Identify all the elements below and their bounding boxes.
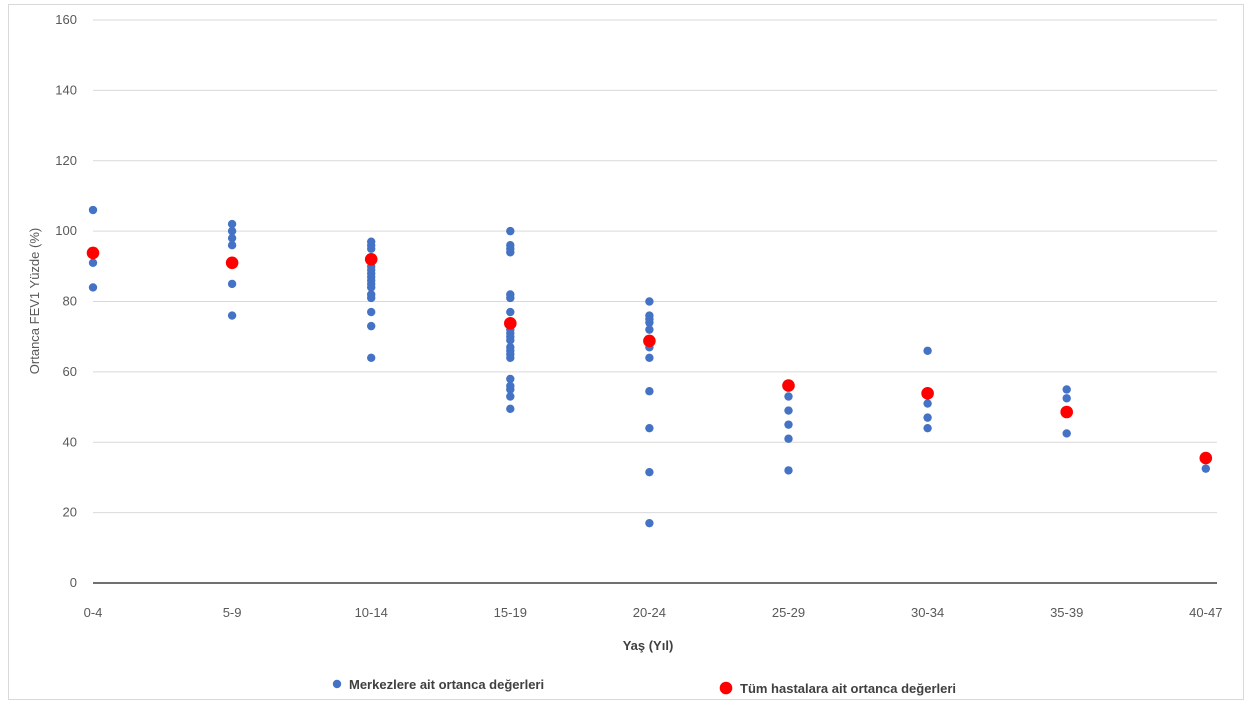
data-point-tum	[643, 334, 656, 348]
x-tick-labels: 0-4 5-9 10-14 15-19 20-24 25-29 30-34 35-39 40-4…	[84, 605, 1223, 620]
data-point-merkez	[784, 420, 793, 429]
y-tick-label: 100	[55, 223, 77, 238]
data-point-merkez	[1201, 464, 1211, 473]
data-point-merkez	[645, 353, 654, 362]
x-tick-label: 0-4	[84, 605, 103, 620]
data-point-merkez	[1062, 385, 1071, 394]
data-point-merkez	[645, 318, 654, 327]
legend-label-merkez: Merkezlere ait ortanca değerleri	[349, 677, 544, 692]
y-tick-label: 0	[70, 575, 77, 590]
y-tick-label: 20	[63, 505, 77, 520]
data-point-merkez	[227, 233, 237, 243]
data-point-merkez	[923, 413, 932, 422]
x-tick-label: 30-34	[911, 605, 944, 620]
data-point-merkez	[645, 387, 654, 396]
x-tick-label: 40-47	[1189, 605, 1222, 620]
data-point-tum	[364, 252, 378, 266]
data-point-merkez	[88, 205, 98, 215]
legend-label-tum: Tüm hastalara ait ortanca değerleri	[740, 681, 956, 696]
data-point-merkez	[784, 392, 793, 401]
y-tick-label: 120	[55, 153, 77, 168]
data-point-tum	[782, 379, 795, 392]
data-point-merkez	[227, 279, 237, 289]
data-point-merkez	[227, 241, 237, 250]
legend-marker-merkez	[332, 679, 342, 689]
data-point-merkez	[784, 466, 793, 475]
data-point-merkez	[88, 258, 98, 267]
x-tick-label: 15-19	[494, 605, 527, 620]
data-point-merkez	[506, 353, 515, 362]
data-point-merkez	[367, 321, 376, 331]
data-point-merkez	[506, 404, 515, 414]
data-point-tum	[504, 317, 517, 330]
y-tick-label: 160	[55, 12, 77, 27]
y-tick-label: 40	[63, 434, 77, 449]
y-tick-labels: 0 20 40 60 80 100 120 140 160	[55, 12, 77, 590]
x-tick-label: 35-39	[1050, 605, 1083, 620]
data-point-merkez	[645, 325, 654, 334]
data-point-merkez	[645, 467, 654, 477]
legend-marker-tum	[719, 681, 733, 695]
gridlines	[93, 19, 1217, 514]
data-point-merkez	[645, 518, 654, 528]
data-point-merkez	[227, 219, 237, 229]
data-point-tum	[86, 246, 100, 260]
data-point-tum	[225, 256, 239, 270]
x-tick-label: 5-9	[223, 605, 242, 620]
data-point-merkez	[645, 297, 654, 306]
data-point-merkez	[506, 336, 515, 345]
data-point-merkez	[645, 423, 654, 433]
legend: Merkezlere ait ortanca değerleri Tüm has…	[332, 677, 956, 696]
data-point-merkez	[923, 346, 932, 355]
chart-frame	[8, 4, 1244, 700]
data-point-merkez	[227, 311, 237, 320]
data-point-merkez	[367, 244, 376, 253]
x-tick-label: 25-29	[772, 605, 805, 620]
data-point-merkez	[506, 374, 515, 384]
data-point-merkez	[367, 293, 376, 303]
data-point-merkez	[227, 226, 237, 236]
series-tum-points	[86, 246, 1213, 465]
y-tick-label: 60	[63, 364, 77, 379]
data-point-merkez	[923, 399, 932, 408]
data-point-merkez	[88, 283, 98, 292]
data-point-tum	[921, 387, 934, 400]
data-point-tum	[1060, 405, 1073, 419]
data-point-merkez	[506, 226, 515, 236]
data-point-merkez	[1062, 429, 1071, 438]
y-axis-title: Ortanca FEV1 Yüzde (%)	[27, 228, 42, 374]
data-point-merkez	[1062, 394, 1071, 403]
data-point-merkez	[367, 307, 376, 317]
y-tick-label: 80	[63, 294, 77, 309]
x-tick-label: 20-24	[633, 605, 666, 620]
data-point-merkez	[506, 293, 515, 303]
data-point-merkez	[506, 392, 515, 401]
data-point-merkez	[367, 283, 376, 292]
data-point-merkez	[506, 307, 515, 317]
data-point-merkez	[506, 385, 515, 394]
x-axis-title: Yaş (Yıl)	[623, 638, 674, 653]
x-tick-label: 10-14	[355, 605, 388, 620]
y-tick-label: 140	[55, 82, 77, 97]
data-point-merkez	[923, 423, 932, 433]
series-merkez-points	[88, 205, 1211, 528]
data-point-merkez	[784, 434, 793, 443]
data-point-merkez	[506, 248, 515, 257]
data-point-merkez	[367, 353, 376, 362]
data-point-merkez	[784, 406, 793, 415]
data-point-tum	[1199, 451, 1213, 465]
